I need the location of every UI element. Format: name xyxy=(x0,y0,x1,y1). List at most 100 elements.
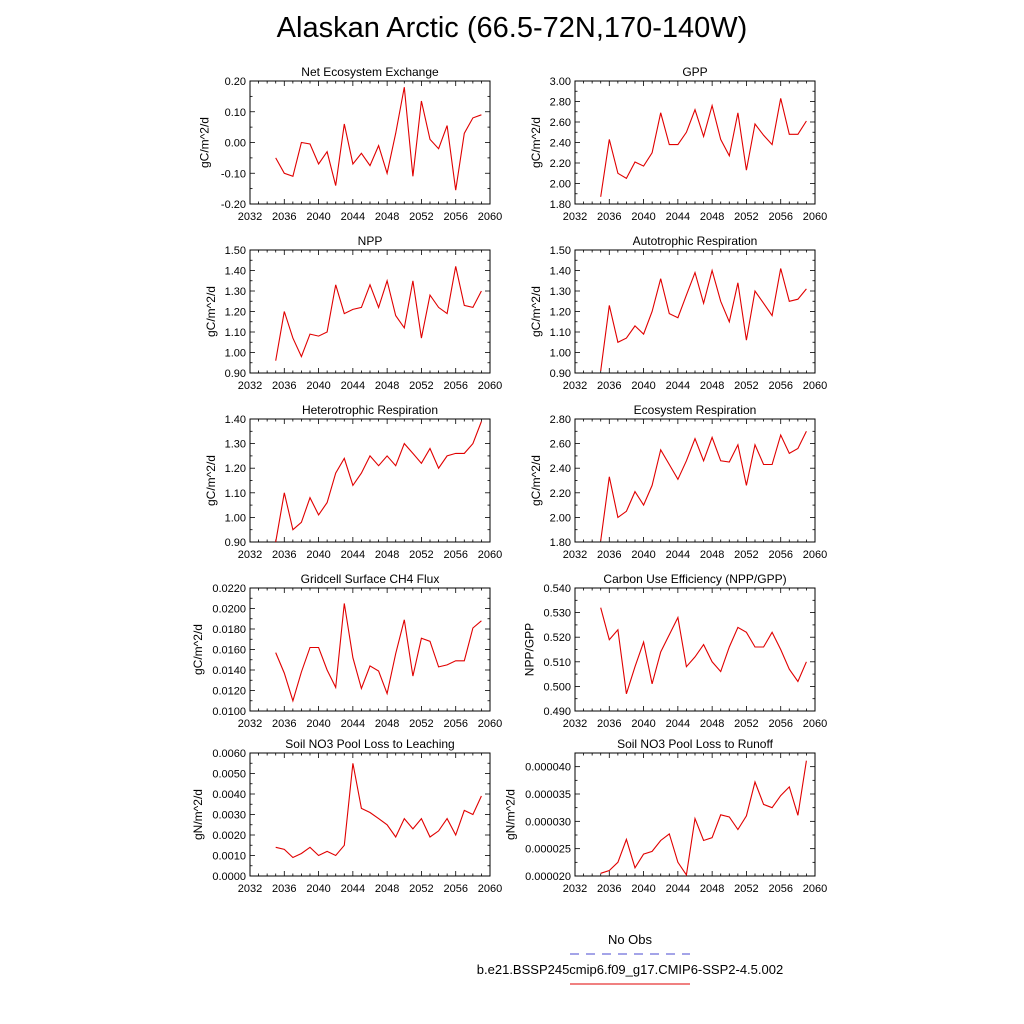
x-tick-label: 2044 xyxy=(666,883,690,895)
x-tick-label: 2048 xyxy=(700,380,724,392)
x-tick-label: 2032 xyxy=(238,883,262,895)
panel-9: 2032 2036 2040 2044 2048 2052 2056 2060 0.0000 0.… xyxy=(191,737,502,895)
x-tick-label: 2060 xyxy=(478,718,502,730)
series-line xyxy=(275,87,482,191)
y-tick-label: 0.0030 xyxy=(212,810,246,822)
y-tick-label: 2.40 xyxy=(550,138,571,150)
y-tick-label: 1.20 xyxy=(225,307,246,319)
panel-title: Net Ecosystem Exchange xyxy=(301,65,439,79)
x-tick-label: 2040 xyxy=(631,718,655,730)
panel-1: 2032 2036 2040 2044 2048 2052 2056 2060 -0.20 -0.… xyxy=(198,65,503,223)
y-tick-label: 1.40 xyxy=(225,414,246,426)
x-tick-label: 2056 xyxy=(443,883,467,895)
y-tick-label: 0.0140 xyxy=(212,665,246,677)
x-tick-label: 2048 xyxy=(700,718,724,730)
y-tick-label: 2.40 xyxy=(550,463,571,475)
x-tick-label: 2056 xyxy=(443,718,467,730)
legend-obs-label: No Obs xyxy=(607,932,653,947)
x-tick-label: 2048 xyxy=(700,549,724,561)
series-line xyxy=(275,603,482,703)
y-tick-label: 0.000030 xyxy=(525,816,571,828)
y-tick-label: 1.80 xyxy=(550,199,571,211)
y-tick-label: 0.90 xyxy=(550,368,571,380)
y-tick-label: 0.0180 xyxy=(212,624,246,636)
plot-frame xyxy=(249,80,491,205)
x-tick-label: 2040 xyxy=(631,211,655,223)
plot-frame xyxy=(574,587,816,712)
x-tick-label: 2056 xyxy=(768,883,792,895)
y-tick-label: 1.20 xyxy=(225,463,246,475)
y-tick-label: -0.20 xyxy=(221,199,246,211)
x-tick-label: 2040 xyxy=(631,380,655,392)
x-tick-label: 2036 xyxy=(597,211,621,223)
panel-5: 2032 2036 2040 2044 2048 2052 2056 2060 0.90 1.00… xyxy=(204,403,502,561)
x-tick-label: 2040 xyxy=(306,549,330,561)
x-tick-label: 2056 xyxy=(768,549,792,561)
y-tick-label: 0.000025 xyxy=(525,844,571,856)
x-tick-label: 2032 xyxy=(563,211,587,223)
panel-title: Carbon Use Efficiency (NPP/GPP) xyxy=(603,572,786,586)
y-tick-label: 3.00 xyxy=(550,76,571,88)
x-tick-label: 2048 xyxy=(375,549,399,561)
x-tick-label: 2032 xyxy=(238,549,262,561)
x-tick-label: 2036 xyxy=(272,211,296,223)
x-tick-label: 2052 xyxy=(409,549,433,561)
x-tick-label: 2044 xyxy=(341,883,365,895)
plot-frame xyxy=(249,249,491,374)
y-tick-label: 0.90 xyxy=(225,537,246,549)
x-tick-label: 2044 xyxy=(341,211,365,223)
panel-title: Heterotrophic Respiration xyxy=(302,403,438,417)
panel-title: Ecosystem Respiration xyxy=(634,403,757,417)
x-tick-label: 2044 xyxy=(341,549,365,561)
y-tick-label: 1.40 xyxy=(550,266,571,278)
x-tick-label: 2032 xyxy=(563,380,587,392)
y-tick-label: 0.0010 xyxy=(212,851,246,863)
series-line xyxy=(600,607,807,694)
y-tick-label: 0.90 xyxy=(225,368,246,380)
y-tick-label: 2.00 xyxy=(550,179,571,191)
series-line xyxy=(275,266,482,361)
y-tick-label: 1.00 xyxy=(550,348,571,360)
panel-3: 2032 2036 2040 2044 2048 2052 2056 2060 0.90 1.00… xyxy=(204,234,502,392)
y-axis-label: gN/m^2/d xyxy=(504,789,518,840)
panel-6: 2032 2036 2040 2044 2048 2052 2056 2060 1.80 2.00… xyxy=(529,403,827,561)
x-tick-label: 2044 xyxy=(666,380,690,392)
y-tick-label: 0.0040 xyxy=(212,789,246,801)
y-tick-label: 0.0100 xyxy=(212,706,246,718)
plot-frame xyxy=(249,418,491,543)
plot-frame xyxy=(574,752,816,877)
x-tick-label: 2052 xyxy=(409,380,433,392)
x-tick-label: 2056 xyxy=(768,211,792,223)
x-tick-label: 2036 xyxy=(272,380,296,392)
y-tick-label: 1.20 xyxy=(550,307,571,319)
y-tick-label: 0.0200 xyxy=(212,604,246,616)
x-tick-label: 2032 xyxy=(238,211,262,223)
x-tick-label: 2048 xyxy=(375,380,399,392)
x-tick-label: 2032 xyxy=(563,718,587,730)
panel-10: 2032 2036 2040 2044 2048 2052 2056 2060 0.000020… xyxy=(504,737,828,895)
x-tick-label: 2040 xyxy=(306,883,330,895)
x-tick-label: 2032 xyxy=(563,549,587,561)
panel-8: 2032 2036 2040 2044 2048 2052 2056 2060 0.490 0.5… xyxy=(523,572,828,730)
x-tick-label: 2060 xyxy=(478,549,502,561)
y-tick-label: 0.530 xyxy=(543,608,571,620)
x-tick-label: 2040 xyxy=(631,883,655,895)
y-tick-label: 0.0000 xyxy=(212,871,246,883)
x-tick-label: 2032 xyxy=(563,883,587,895)
y-tick-label: 1.30 xyxy=(225,439,246,451)
x-tick-label: 2032 xyxy=(238,718,262,730)
x-tick-label: 2060 xyxy=(803,549,827,561)
y-tick-label: 1.30 xyxy=(550,286,571,298)
panel-title: NPP xyxy=(358,234,383,248)
panel-title: Autotrophic Respiration xyxy=(633,234,758,248)
y-tick-label: 0.520 xyxy=(543,632,571,644)
page-title: Alaskan Arctic (66.5-72N,170-140W) xyxy=(276,12,748,44)
y-tick-label: 0.490 xyxy=(543,706,571,718)
y-tick-label: -0.10 xyxy=(221,168,246,180)
y-tick-label: 1.10 xyxy=(225,327,246,339)
x-tick-label: 2040 xyxy=(306,380,330,392)
panel-title: GPP xyxy=(682,65,707,79)
x-tick-label: 2060 xyxy=(803,718,827,730)
y-tick-label: 0.20 xyxy=(225,76,246,88)
